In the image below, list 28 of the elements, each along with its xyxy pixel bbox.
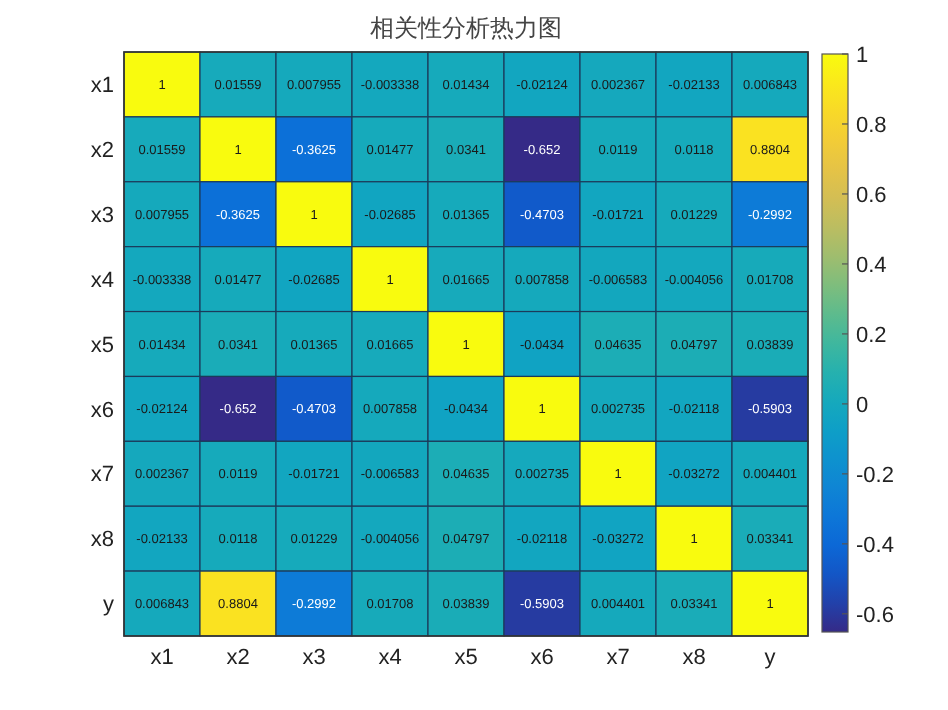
x-tick-label: x5	[454, 646, 478, 670]
x-tick-label: x4	[378, 646, 402, 670]
x-tick-label: x6	[530, 646, 554, 670]
color-bar-label: 0.4	[856, 253, 887, 278]
color-bar-label: 1	[856, 43, 869, 68]
color-bar-label: -0.2	[856, 463, 894, 488]
color-bar-label: -0.6	[856, 603, 894, 628]
x-tick-label: x8	[682, 646, 706, 670]
y-tick-label: x4	[90, 268, 114, 293]
y-tick-label: x3	[90, 203, 114, 228]
y-tick-label: x1	[90, 74, 114, 99]
x-tick-label: x1	[150, 646, 174, 670]
y-tick-label: x2	[90, 139, 114, 164]
color-bar-label: 0.6	[856, 183, 887, 208]
color-bar-label: 0.8	[856, 113, 887, 138]
x-tick-label: x2	[226, 646, 250, 670]
y-tick-label: x8	[90, 528, 114, 553]
x-tick-label: x7	[606, 646, 630, 670]
chart-title: 相关性分析热力图	[370, 14, 562, 42]
x-tick-label: x3	[302, 646, 326, 670]
x-tick-label: y	[764, 646, 777, 670]
color-bar-label: 0.2	[856, 323, 887, 348]
y-tick-label: x5	[90, 333, 114, 358]
color-bar-label: -0.4	[856, 533, 894, 558]
color-bar-label: 0	[856, 393, 869, 418]
y-tick-label: x6	[90, 398, 114, 423]
y-tick-label: x7	[90, 463, 114, 488]
y-tick-label: y	[103, 593, 115, 618]
